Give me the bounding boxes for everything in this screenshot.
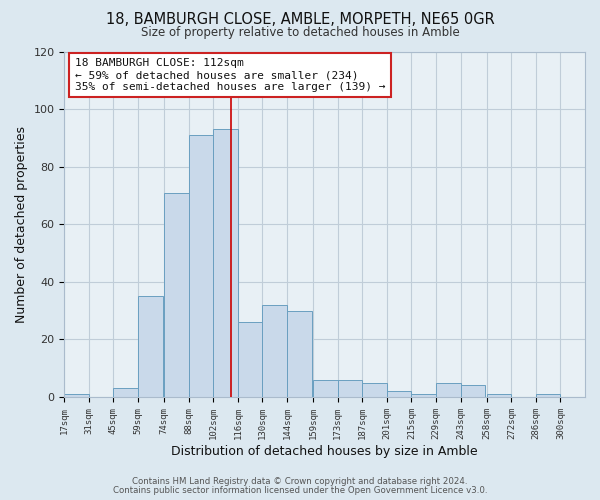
Bar xyxy=(461,386,485,397)
Bar xyxy=(262,305,287,397)
Bar xyxy=(214,129,238,397)
Bar xyxy=(412,394,436,397)
Bar xyxy=(287,310,311,397)
X-axis label: Distribution of detached houses by size in Amble: Distribution of detached houses by size … xyxy=(172,444,478,458)
Y-axis label: Number of detached properties: Number of detached properties xyxy=(15,126,28,322)
Bar xyxy=(313,380,338,397)
Bar xyxy=(387,391,412,397)
Bar xyxy=(113,388,138,397)
Bar xyxy=(138,296,163,397)
Bar xyxy=(64,394,89,397)
Text: 18, BAMBURGH CLOSE, AMBLE, MORPETH, NE65 0GR: 18, BAMBURGH CLOSE, AMBLE, MORPETH, NE65… xyxy=(106,12,494,28)
Text: 18 BAMBURGH CLOSE: 112sqm
← 59% of detached houses are smaller (234)
35% of semi: 18 BAMBURGH CLOSE: 112sqm ← 59% of detac… xyxy=(75,58,385,92)
Text: Contains HM Land Registry data © Crown copyright and database right 2024.: Contains HM Land Registry data © Crown c… xyxy=(132,477,468,486)
Bar xyxy=(487,394,511,397)
Text: Contains public sector information licensed under the Open Government Licence v3: Contains public sector information licen… xyxy=(113,486,487,495)
Bar xyxy=(189,135,214,397)
Bar xyxy=(536,394,560,397)
Bar xyxy=(362,382,387,397)
Bar xyxy=(338,380,362,397)
Bar xyxy=(436,382,461,397)
Text: Size of property relative to detached houses in Amble: Size of property relative to detached ho… xyxy=(140,26,460,39)
Bar xyxy=(164,192,189,397)
Bar xyxy=(238,322,262,397)
